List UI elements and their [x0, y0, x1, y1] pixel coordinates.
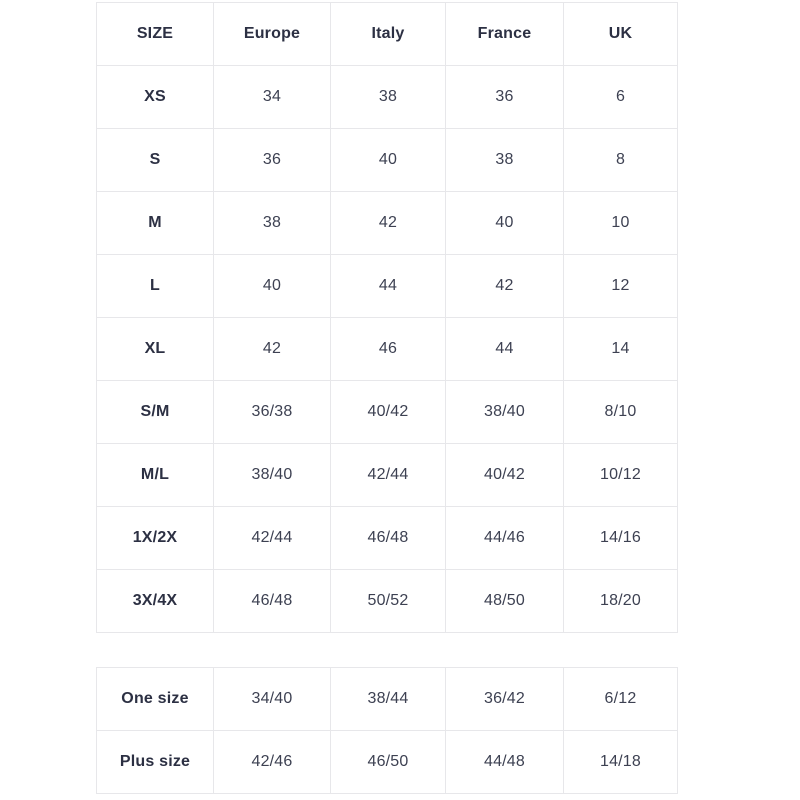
table-row: S 36 40 38 8	[96, 128, 678, 192]
column-header-france: France	[445, 2, 564, 66]
cell-italy: 44	[330, 254, 446, 318]
cell-uk: 10	[563, 191, 678, 255]
table-header-row: SIZE Europe Italy France UK	[96, 2, 678, 66]
table-row: M 38 42 40 10	[96, 191, 678, 255]
size-conversion-table: SIZE Europe Italy France UK XS 34 38 36 …	[96, 2, 678, 633]
table-row: 3X/4X 46/48 50/52 48/50 18/20	[96, 569, 678, 633]
cell-europe: 46/48	[213, 569, 331, 633]
cell-uk: 14/16	[563, 506, 678, 570]
cell-uk: 10/12	[563, 443, 678, 507]
cell-europe: 36	[213, 128, 331, 192]
row-size-label: XS	[96, 65, 214, 129]
row-size-label: 3X/4X	[96, 569, 214, 633]
cell-italy: 50/52	[330, 569, 446, 633]
cell-france: 44	[445, 317, 564, 381]
row-size-label: L	[96, 254, 214, 318]
cell-italy: 40	[330, 128, 446, 192]
cell-italy: 46/50	[330, 730, 446, 794]
one-size-conversion-table: One size 34/40 38/44 36/42 6/12 Plus siz…	[96, 667, 678, 794]
row-size-label: 1X/2X	[96, 506, 214, 570]
table-row: One size 34/40 38/44 36/42 6/12	[96, 667, 678, 731]
table-row: Plus size 42/46 46/50 44/48 14/18	[96, 730, 678, 794]
row-size-label: S	[96, 128, 214, 192]
column-header-uk: UK	[563, 2, 678, 66]
column-header-europe: Europe	[213, 2, 331, 66]
row-size-label: Plus size	[96, 730, 214, 794]
cell-uk: 8/10	[563, 380, 678, 444]
cell-europe: 42	[213, 317, 331, 381]
cell-italy: 42	[330, 191, 446, 255]
cell-france: 40	[445, 191, 564, 255]
cell-france: 44/46	[445, 506, 564, 570]
cell-europe: 34/40	[213, 667, 331, 731]
cell-italy: 46	[330, 317, 446, 381]
cell-europe: 34	[213, 65, 331, 129]
cell-france: 44/48	[445, 730, 564, 794]
cell-italy: 42/44	[330, 443, 446, 507]
cell-italy: 38/44	[330, 667, 446, 731]
table-row: XS 34 38 36 6	[96, 65, 678, 129]
cell-europe: 40	[213, 254, 331, 318]
table-row: M/L 38/40 42/44 40/42 10/12	[96, 443, 678, 507]
row-size-label: One size	[96, 667, 214, 731]
table-body: One size 34/40 38/44 36/42 6/12 Plus siz…	[96, 667, 678, 794]
cell-europe: 36/38	[213, 380, 331, 444]
cell-europe: 42/44	[213, 506, 331, 570]
cell-italy: 40/42	[330, 380, 446, 444]
cell-uk: 6/12	[563, 667, 678, 731]
cell-france: 38	[445, 128, 564, 192]
cell-france: 42	[445, 254, 564, 318]
column-header-size: SIZE	[96, 2, 214, 66]
cell-france: 36	[445, 65, 564, 129]
cell-france: 40/42	[445, 443, 564, 507]
cell-france: 38/40	[445, 380, 564, 444]
row-size-label: S/M	[96, 380, 214, 444]
cell-uk: 12	[563, 254, 678, 318]
cell-france: 36/42	[445, 667, 564, 731]
table-body: XS 34 38 36 6 S 36 40 38 8 M 38 42 40 10	[96, 65, 678, 633]
cell-uk: 14/18	[563, 730, 678, 794]
row-size-label: M/L	[96, 443, 214, 507]
table-row: S/M 36/38 40/42 38/40 8/10	[96, 380, 678, 444]
cell-europe: 42/46	[213, 730, 331, 794]
cell-uk: 8	[563, 128, 678, 192]
table-row: 1X/2X 42/44 46/48 44/46 14/16	[96, 506, 678, 570]
cell-france: 48/50	[445, 569, 564, 633]
cell-europe: 38/40	[213, 443, 331, 507]
cell-uk: 18/20	[563, 569, 678, 633]
cell-italy: 38	[330, 65, 446, 129]
cell-uk: 6	[563, 65, 678, 129]
table-header: SIZE Europe Italy France UK	[96, 2, 678, 66]
table-row: L 40 44 42 12	[96, 254, 678, 318]
cell-uk: 14	[563, 317, 678, 381]
row-size-label: M	[96, 191, 214, 255]
table-row: XL 42 46 44 14	[96, 317, 678, 381]
column-header-italy: Italy	[330, 2, 446, 66]
cell-europe: 38	[213, 191, 331, 255]
cell-italy: 46/48	[330, 506, 446, 570]
row-size-label: XL	[96, 317, 214, 381]
